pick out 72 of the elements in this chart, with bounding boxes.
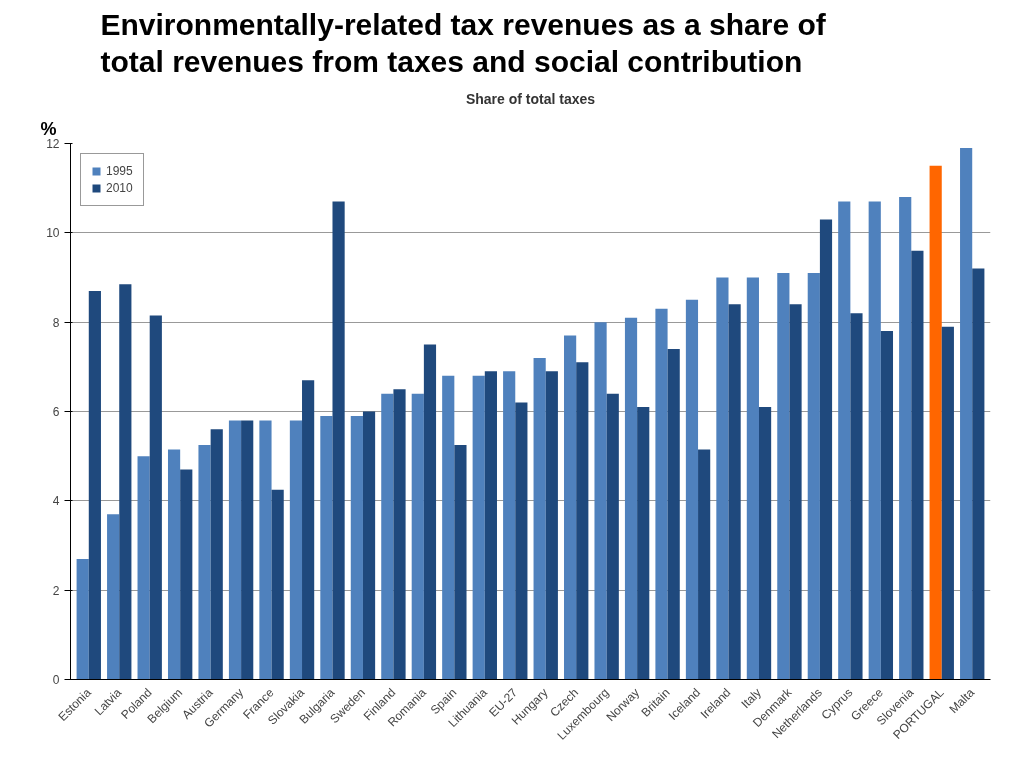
- bar: [503, 371, 516, 680]
- bar: [929, 165, 942, 680]
- bar: [119, 284, 132, 680]
- bar: [637, 407, 650, 680]
- bar: [606, 393, 619, 680]
- bar: [423, 344, 437, 680]
- bar: [259, 420, 272, 680]
- bar: [411, 393, 424, 680]
- bar: [350, 415, 363, 680]
- bar: [533, 357, 546, 680]
- bar: [362, 411, 376, 680]
- bar: [241, 420, 254, 680]
- y-tick-label: 12: [46, 137, 60, 151]
- bar: [850, 313, 863, 680]
- bar: [911, 250, 924, 680]
- y-tick-label: 6: [52, 405, 60, 419]
- bar: [332, 201, 345, 680]
- bar: [624, 317, 638, 680]
- bar: [289, 420, 303, 680]
- bar: [655, 308, 668, 680]
- bar: [667, 348, 680, 680]
- bar: [472, 375, 485, 680]
- legend-label: 1995: [106, 164, 133, 178]
- bar: [198, 445, 211, 680]
- bar: [960, 147, 973, 680]
- bar: [381, 393, 394, 680]
- y-tick-label: 10: [46, 226, 60, 241]
- bar: [789, 304, 802, 680]
- y-tick-label: 8: [52, 315, 60, 330]
- bar: [167, 449, 181, 680]
- bar: [320, 415, 333, 680]
- bar: [484, 371, 497, 680]
- y-tick-label: 4: [52, 494, 60, 509]
- bar: [868, 201, 881, 680]
- bar: [442, 375, 455, 680]
- chart-subtitle: Share of total taxes: [465, 90, 596, 107]
- bar: [88, 290, 101, 680]
- bar: [758, 407, 772, 680]
- bar: [728, 304, 741, 680]
- bar: [594, 322, 607, 680]
- bar: [545, 371, 558, 680]
- bar: [807, 273, 820, 680]
- y-tick-label: 2: [52, 583, 60, 598]
- y-tick-label: 0: [52, 673, 60, 687]
- bar: [698, 449, 711, 680]
- bar: [685, 299, 699, 680]
- bar: [137, 456, 150, 680]
- bar: [899, 197, 912, 680]
- bar: [393, 389, 406, 680]
- bar: [716, 277, 729, 680]
- bar: [972, 268, 985, 680]
- bar: [271, 489, 284, 680]
- bar: [149, 315, 162, 680]
- bar: [454, 445, 467, 680]
- bar: [210, 429, 223, 680]
- legend-label: 2010: [106, 181, 133, 195]
- bar: [576, 362, 589, 680]
- bar: [302, 380, 315, 680]
- y-axis-title: %: [40, 118, 57, 139]
- bar: [564, 335, 577, 680]
- chart-title: Environmentally-related tax revenues as a share of total revenues from taxes and social contribution: [100, 7, 827, 79]
- bar: [107, 514, 120, 680]
- bar: [180, 469, 193, 680]
- bar: [819, 219, 833, 680]
- bar: [515, 402, 528, 680]
- bar: [838, 201, 851, 680]
- bar: [777, 273, 790, 680]
- bar: [76, 558, 89, 680]
- bar: [880, 331, 894, 680]
- bar: [746, 277, 759, 680]
- bar: [228, 420, 242, 680]
- bar: [941, 326, 954, 680]
